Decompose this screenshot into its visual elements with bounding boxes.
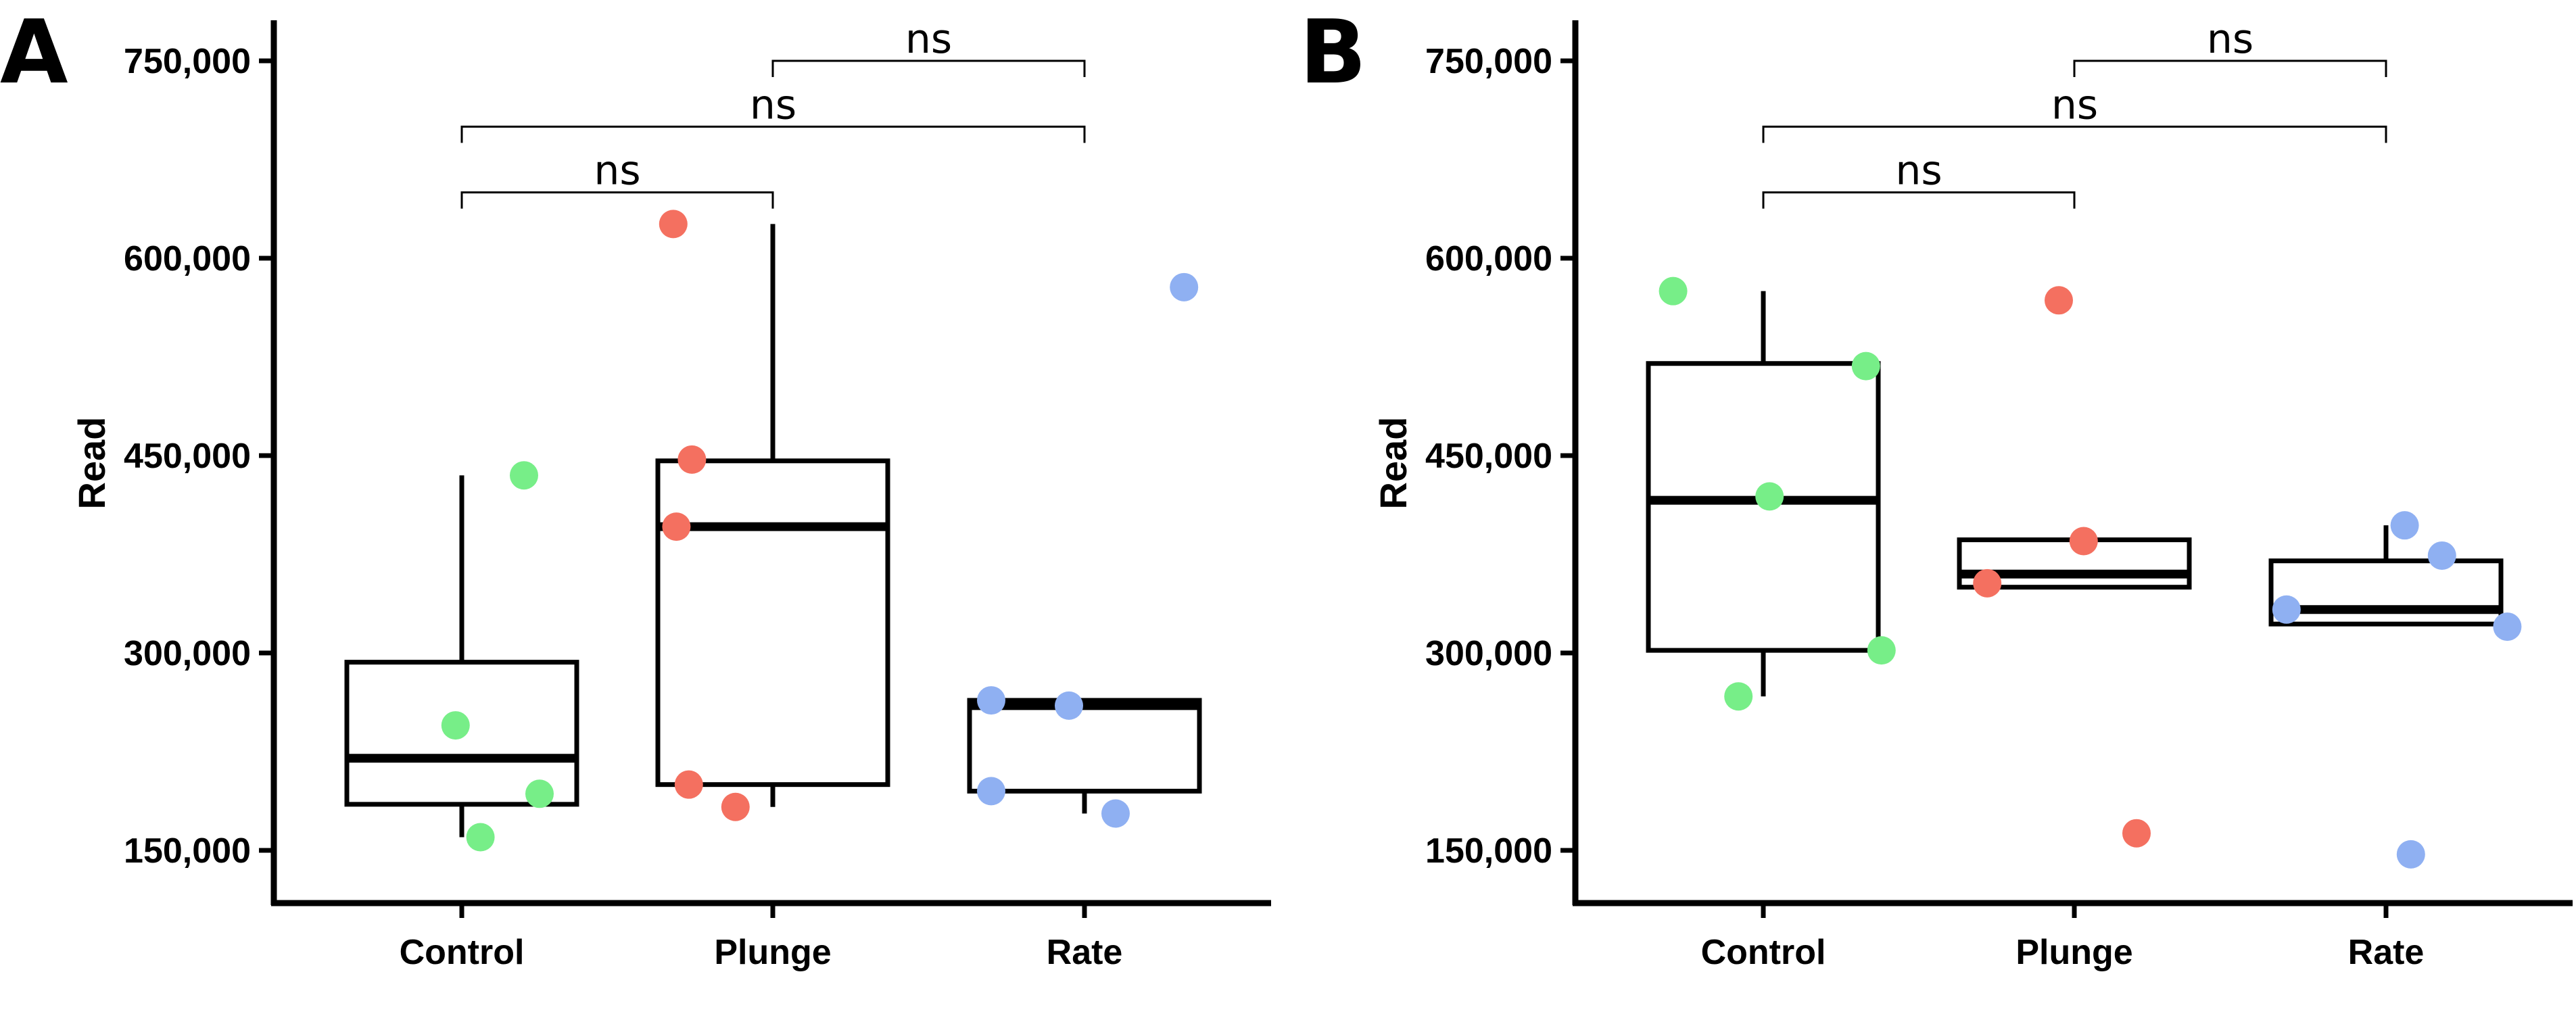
data-point-plunge: [662, 512, 691, 541]
significance-label: ns: [1895, 147, 1942, 195]
x-tick-label: Rate: [1047, 933, 1123, 972]
data-point-plunge: [677, 445, 707, 474]
significance-bracket: [460, 191, 774, 209]
data-point-plunge: [2045, 286, 2073, 315]
y-tick-label: 450,000: [1425, 437, 1552, 476]
significance-bracket: [2073, 59, 2387, 77]
significance-bracket: [1762, 125, 2387, 143]
y-axis-title: Read: [70, 417, 113, 510]
significance-label: ns: [594, 147, 640, 195]
data-point-control: [466, 823, 495, 852]
panel-b: B 150,000 300,000 450,000 600,000 750,000 Read…: [1299, 1, 2573, 972]
significance-bracket: [1762, 191, 2076, 209]
y-tick-label: 300,000: [1425, 634, 1552, 673]
data-point-control: [1724, 682, 1753, 711]
data-point-rate: [977, 686, 1005, 715]
panel-label: B: [1299, 1, 1366, 103]
significance-bracket: [460, 125, 1086, 143]
data-point-rate: [2493, 612, 2522, 641]
x-tick-label: Plunge: [2016, 933, 2132, 972]
data-point-rate: [1055, 691, 1083, 720]
data-point-plunge: [2122, 819, 2151, 848]
y-tick-label: 300,000: [124, 634, 251, 673]
data-point-control: [1659, 276, 1688, 306]
data-point-rate: [2396, 840, 2425, 869]
y-tick-label: 150,000: [1425, 831, 1552, 871]
data-point-control: [510, 461, 538, 490]
data-point-control: [1867, 636, 1896, 665]
significance-label: ns: [750, 81, 796, 128]
data-point-plunge: [721, 792, 750, 821]
y-tick-label: 750,000: [1425, 42, 1552, 81]
significance-label: ns: [2207, 16, 2253, 63]
panel-label: A: [0, 1, 68, 103]
data-point-rate: [2390, 511, 2419, 540]
data-point-rate: [977, 777, 1005, 806]
box-rate: [967, 698, 1202, 814]
box-rect: [2268, 558, 2504, 627]
box-rate: [2268, 525, 2504, 627]
data-point-plunge: [2069, 527, 2098, 556]
x-tick-label: Rate: [2348, 933, 2425, 972]
box-rect: [967, 698, 1202, 794]
data-point-plunge: [659, 210, 688, 239]
y-tick-label: 750,000: [124, 42, 251, 81]
box-rect: [655, 458, 890, 787]
x-tick-label: Control: [400, 933, 525, 972]
y-tick-label: 600,000: [124, 239, 251, 278]
data-point-plunge: [674, 770, 703, 799]
significance-bracket: [771, 59, 1086, 77]
data-point-control: [1755, 482, 1784, 511]
x-tick-label: Plunge: [714, 933, 831, 972]
significance-label: ns: [905, 16, 952, 63]
panel-a: A 150,000 300,000 450,000 600,000 750,000 Read…: [0, 1, 1271, 972]
data-point-control: [1851, 352, 1880, 381]
y-tick-label: 450,000: [124, 437, 251, 476]
data-point-rate: [1101, 799, 1130, 828]
y-axis-title: Read: [1372, 417, 1414, 510]
data-point-control: [441, 711, 470, 740]
data-point-control: [525, 779, 554, 808]
data-point-rate: [1170, 272, 1199, 301]
data-point-plunge: [1973, 568, 2002, 598]
x-tick-label: Control: [1701, 933, 1826, 972]
box-plunge: [655, 224, 890, 807]
significance-label: ns: [2051, 81, 2098, 128]
data-point-rate: [2427, 541, 2456, 570]
y-tick-label: 150,000: [124, 831, 251, 871]
data-point-rate: [2272, 595, 2301, 624]
y-tick-label: 600,000: [1425, 239, 1552, 278]
